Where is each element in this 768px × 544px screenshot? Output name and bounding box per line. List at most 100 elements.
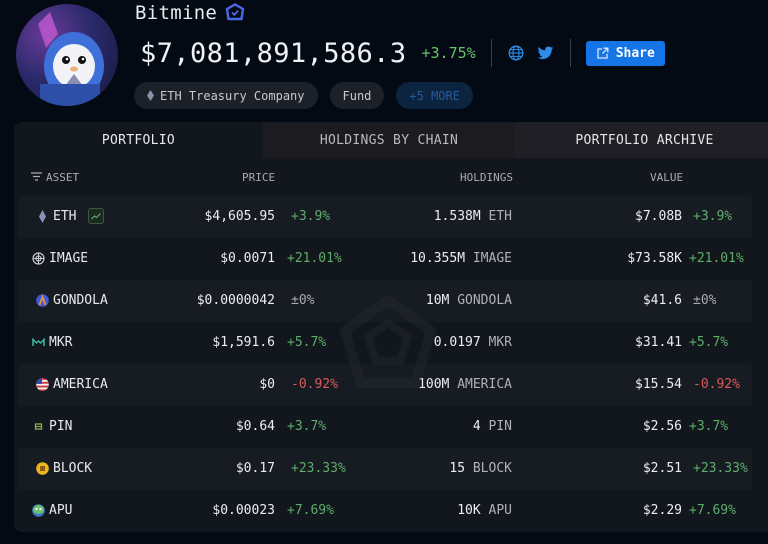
image-token-icon — [32, 252, 45, 265]
holdings: 4 PIN — [472, 419, 512, 434]
asset-price: $0.64 — [235, 419, 275, 434]
value-change: -0.92% — [693, 377, 740, 392]
asset-symbol: MKR — [49, 335, 73, 350]
table-row-gondola[interactable]: GONDOLA $0.0000042 ±0% 10M GONDOLA $41.6… — [18, 280, 752, 322]
price-chart-button[interactable] — [88, 208, 104, 224]
value-change: +3.9% — [693, 209, 733, 224]
divider — [490, 39, 492, 67]
asset-price: $0 — [259, 377, 275, 392]
value-change: +3.7% — [689, 419, 729, 434]
value-change: ±0% — [693, 293, 717, 308]
asset-symbol: GONDOLA — [53, 293, 108, 308]
table-row-image[interactable]: IMAGE $0.0071 +21.01% 10.355M IMAGE $73.… — [14, 238, 752, 280]
price-change: ±0% — [291, 293, 315, 308]
asset-price: $0.0000042 — [196, 293, 275, 308]
holdings: 10M GONDOLA — [425, 293, 512, 308]
mkr-icon — [32, 337, 45, 346]
share-label: Share — [615, 45, 655, 61]
asset-price: $4,605.95 — [204, 209, 275, 224]
asset-symbol: ETH — [53, 209, 77, 224]
table-row-america[interactable]: AMERICA $0 -0.92% 100M AMERICA $15.54 -0… — [18, 364, 752, 406]
holding-value: $2.29 — [642, 503, 682, 518]
portfolio-card: PORTFOLIO HOLDINGS BY CHAIN PORTFOLIO AR… — [14, 122, 768, 532]
tab-portfolio-archive[interactable]: PORTFOLIO ARCHIVE — [515, 122, 768, 158]
price-change: +21.01% — [287, 251, 342, 266]
column-header-value[interactable]: VALUE — [650, 171, 684, 184]
holding-value: $2.51 — [642, 461, 682, 476]
asset-price: $0.0071 — [220, 251, 275, 266]
block-icon — [36, 462, 49, 475]
gondola-icon — [36, 294, 49, 307]
website-link[interactable] — [507, 44, 525, 62]
entity-name-row: Bitmine — [135, 2, 245, 24]
eth-icon — [39, 210, 46, 223]
asset-symbol: AMERICA — [53, 377, 108, 392]
tab-holdings-by-chain[interactable]: HOLDINGS BY CHAIN — [263, 122, 515, 158]
entity-name: Bitmine — [135, 2, 218, 24]
holdings: 100M AMERICA — [418, 377, 512, 392]
value-change: +21.01% — [689, 251, 744, 266]
holdings: 15 BLOCK — [449, 461, 512, 476]
price-change: +3.9% — [291, 209, 331, 224]
holding-value: $41.6 — [642, 293, 682, 308]
entity-avatar — [16, 4, 118, 106]
price-change: +23.33% — [291, 461, 346, 476]
asset-symbol: APU — [49, 503, 73, 518]
table-row-pin[interactable]: PIN $0.64 +3.7% 4 PIN $2.56 +3.7% — [14, 406, 752, 448]
column-header-holdings[interactable]: HOLDINGS — [460, 171, 513, 184]
filter-sort-icon[interactable] — [31, 172, 42, 181]
price-change: +7.69% — [287, 503, 334, 518]
twitter-link[interactable] — [537, 44, 555, 62]
pin-icon — [34, 423, 43, 430]
arkham-watermark-icon — [339, 295, 437, 388]
column-header-asset[interactable]: ASSET — [46, 171, 80, 184]
globe-icon — [508, 45, 524, 61]
apu-icon — [32, 504, 45, 517]
tag-fund[interactable]: Fund — [329, 82, 385, 109]
asset-price: $1,591.6 — [212, 335, 275, 350]
trend-chart-icon — [91, 213, 101, 220]
divider — [569, 39, 571, 67]
asset-symbol: IMAGE — [49, 251, 89, 266]
holding-value: $2.56 — [642, 419, 682, 434]
tag-more-button[interactable]: +5 MORE — [396, 82, 473, 109]
holdings: 1.538M ETH — [433, 209, 512, 224]
entity-tags: ETH Treasury Company Fund +5 MORE — [134, 82, 473, 109]
table-row-mkr[interactable]: MKR $1,591.6 +5.7% 0.0197 MKR $31.41 +5.… — [14, 322, 752, 364]
table-row-block[interactable]: BLOCK $0.17 +23.33% 15 BLOCK $2.51 +23.3… — [18, 448, 752, 490]
penguin-avatar-icon — [38, 12, 104, 106]
asset-symbol: PIN — [49, 419, 73, 434]
us-flag-icon — [36, 378, 49, 391]
tag-eth-treasury-company[interactable]: ETH Treasury Company — [134, 82, 318, 109]
asset-price: $0.17 — [235, 461, 275, 476]
holding-value: $31.41 — [635, 335, 682, 350]
holding-value: $15.54 — [635, 377, 682, 392]
asset-price: $0.00023 — [212, 503, 275, 518]
price-change: -0.92% — [291, 377, 338, 392]
price-change: +3.7% — [287, 419, 327, 434]
tab-portfolio[interactable]: PORTFOLIO — [14, 122, 263, 158]
value-change: +7.69% — [689, 503, 736, 518]
share-button[interactable]: Share — [585, 40, 665, 66]
twitter-icon — [537, 45, 554, 59]
table-row-apu[interactable]: APU $0.00023 +7.69% 10K APU $2.29 +7.69% — [14, 490, 752, 532]
table-row-eth[interactable]: ETH $4,605.95 +3.9% 1.538M ETH $7.08B +3… — [18, 196, 752, 238]
column-header-price[interactable]: PRICE — [242, 171, 276, 184]
external-share-icon — [597, 47, 609, 59]
holding-value: $73.58K — [627, 251, 682, 266]
table-header: ASSET PRICE HOLDINGS VALUE — [14, 158, 768, 196]
entity-header: Bitmine $7,081,891,586.3 +3.75% — [0, 0, 768, 120]
total-change: +3.75% — [421, 44, 476, 62]
portfolio-tabs: PORTFOLIO HOLDINGS BY CHAIN PORTFOLIO AR… — [14, 122, 768, 158]
asset-symbol: BLOCK — [53, 461, 93, 476]
holding-value: $7.08B — [635, 209, 682, 224]
verified-badge-icon — [225, 3, 245, 21]
value-change: +5.7% — [689, 335, 729, 350]
eth-icon — [147, 90, 154, 101]
value-change: +23.33% — [693, 461, 748, 476]
holdings: 10K APU — [457, 503, 512, 518]
total-value: $7,081,891,586.3 — [140, 37, 407, 69]
price-change: +5.7% — [287, 335, 327, 350]
holdings: 0.0197 MKR — [433, 335, 512, 350]
total-value-row: $7,081,891,586.3 +3.75% — [140, 36, 665, 70]
